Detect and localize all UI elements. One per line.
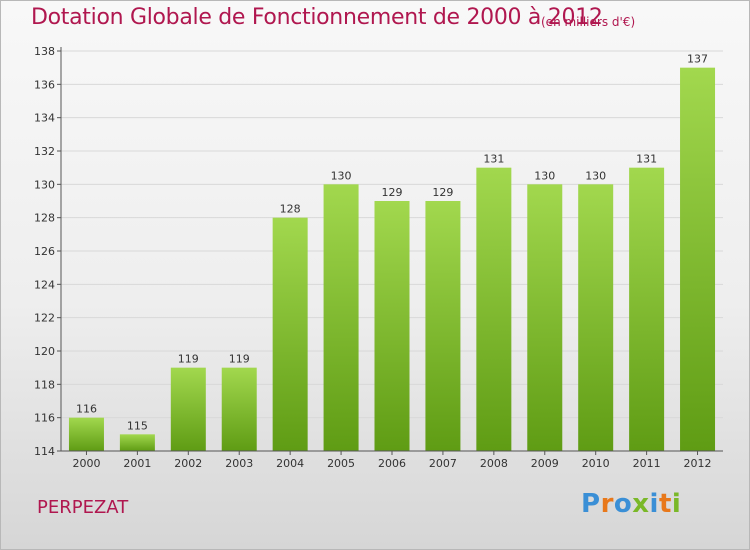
y-tick-label: 114 xyxy=(34,445,55,458)
x-tick-label: 2007 xyxy=(429,457,457,470)
data-label: 130 xyxy=(585,169,606,182)
y-tick-label: 122 xyxy=(34,312,55,325)
x-tick-label: 2010 xyxy=(582,457,610,470)
bar-2000 xyxy=(68,417,104,451)
y-tick-label: 138 xyxy=(34,45,55,58)
data-label: 137 xyxy=(687,53,708,66)
data-label: 119 xyxy=(178,353,199,366)
bar-2002 xyxy=(170,367,206,451)
data-label: 131 xyxy=(483,153,504,166)
data-label: 116 xyxy=(76,403,97,416)
bar-2008 xyxy=(476,167,512,451)
bar-2010 xyxy=(578,184,614,452)
y-tick-label: 116 xyxy=(34,412,55,425)
proxiti-logo: Proxiti xyxy=(581,489,682,519)
data-label: 129 xyxy=(382,186,403,199)
x-tick-label: 2012 xyxy=(684,457,712,470)
data-label: 119 xyxy=(229,353,250,366)
data-label: 115 xyxy=(127,419,148,432)
x-tick-label: 2009 xyxy=(531,457,559,470)
chart-title: Dotation Globale de Fonctionnement de 20… xyxy=(31,5,603,30)
bar-2001 xyxy=(119,434,155,451)
y-tick-label: 136 xyxy=(34,78,55,91)
bar-2009 xyxy=(527,184,563,452)
data-label: 128 xyxy=(280,203,301,216)
data-label: 131 xyxy=(636,153,657,166)
y-tick-label: 128 xyxy=(34,212,55,225)
commune-name: PERPEZAT xyxy=(37,497,129,518)
data-label: 129 xyxy=(432,186,453,199)
data-label: 130 xyxy=(534,169,555,182)
bar-2006 xyxy=(374,201,410,451)
y-tick-label: 134 xyxy=(34,112,55,125)
y-tick-label: 120 xyxy=(34,345,55,358)
x-tick-label: 2011 xyxy=(633,457,661,470)
chart-subtitle: (en milliers d'€) xyxy=(541,15,636,29)
bar-2011 xyxy=(629,167,665,451)
y-tick-label: 126 xyxy=(34,245,55,258)
x-tick-label: 2005 xyxy=(327,457,355,470)
bar-2003 xyxy=(221,367,257,451)
y-tick-label: 118 xyxy=(34,378,55,391)
y-tick-label: 130 xyxy=(34,178,55,191)
data-label: 130 xyxy=(331,169,352,182)
x-tick-label: 2002 xyxy=(174,457,202,470)
x-tick-label: 2008 xyxy=(480,457,508,470)
y-tick-label: 132 xyxy=(34,145,55,158)
x-tick-label: 2000 xyxy=(72,457,100,470)
bar-2005 xyxy=(323,184,359,452)
x-tick-label: 2001 xyxy=(123,457,151,470)
bar-2012 xyxy=(680,67,716,452)
x-tick-label: 2003 xyxy=(225,457,253,470)
bar-2004 xyxy=(272,217,308,451)
y-tick-label: 124 xyxy=(34,278,55,291)
bar-2007 xyxy=(425,201,461,451)
x-tick-label: 2004 xyxy=(276,457,304,470)
x-tick-label: 2006 xyxy=(378,457,406,470)
